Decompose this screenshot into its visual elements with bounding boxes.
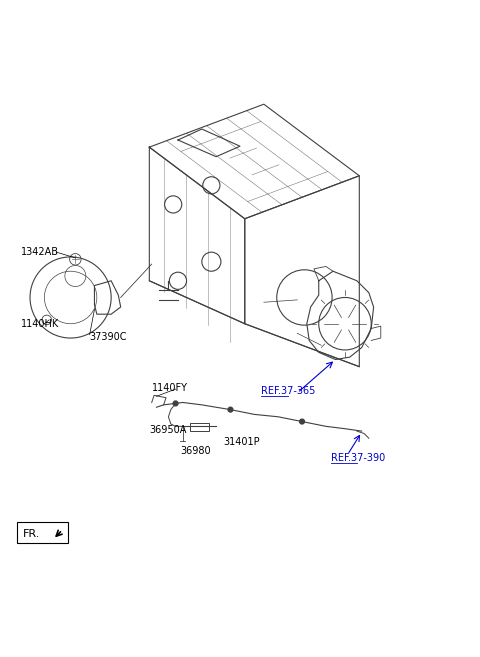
Circle shape	[300, 419, 304, 424]
Text: 1140HK: 1140HK	[21, 319, 59, 328]
Text: 1342AB: 1342AB	[21, 247, 59, 257]
Text: 36980: 36980	[180, 445, 211, 456]
Text: 37390C: 37390C	[90, 332, 127, 342]
Text: 36950A: 36950A	[149, 425, 187, 435]
Circle shape	[228, 407, 233, 412]
Text: 1140FY: 1140FY	[152, 382, 188, 393]
Text: 31401P: 31401P	[224, 437, 260, 447]
Text: REF.37-365: REF.37-365	[262, 386, 316, 396]
Text: REF.37-390: REF.37-390	[331, 453, 385, 463]
Circle shape	[173, 401, 178, 406]
Text: FR.: FR.	[23, 529, 40, 539]
